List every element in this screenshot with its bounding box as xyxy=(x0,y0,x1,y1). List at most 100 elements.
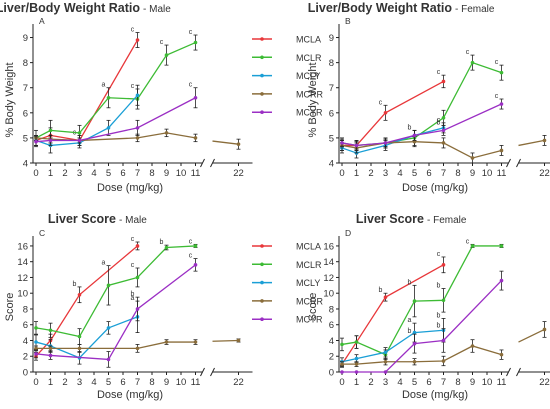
legend-marker xyxy=(260,280,264,285)
series-mcly: bc xyxy=(340,117,446,159)
y-tick-label: 16 xyxy=(17,241,28,252)
x-tick-label: 8 xyxy=(455,168,460,179)
data-point xyxy=(135,136,140,140)
x-tick-label: 7 xyxy=(441,377,446,388)
y-tick-label: 10 xyxy=(17,289,28,300)
data-point xyxy=(340,141,344,145)
axis-break-mark xyxy=(506,367,511,377)
data-point xyxy=(48,128,53,133)
series-line-extended xyxy=(212,339,239,342)
data-point xyxy=(135,346,140,351)
legend-label: MCYR xyxy=(296,315,323,325)
significance-label: b xyxy=(437,119,441,126)
series-line xyxy=(342,280,502,373)
series-mcrr xyxy=(34,128,241,150)
legend-marker xyxy=(260,110,264,114)
series-mcrr xyxy=(340,321,547,367)
series-line xyxy=(341,245,502,356)
panel-b: Liver/Body Weight Ratio - Female B % Bod… xyxy=(307,1,550,194)
series-line xyxy=(342,80,444,147)
data-point xyxy=(470,244,475,248)
series-line xyxy=(341,264,444,365)
y-tick-label: 6 xyxy=(23,108,28,119)
y-tick-label: 4 xyxy=(329,336,334,347)
data-point xyxy=(441,128,446,133)
data-point xyxy=(236,338,241,343)
data-point xyxy=(135,275,140,280)
legend-marker xyxy=(260,37,264,41)
series-line xyxy=(341,103,502,147)
legend-label: MCLR xyxy=(296,260,322,270)
x-tick-label: 9 xyxy=(164,168,169,179)
series-mclr: a ccc xyxy=(34,29,198,146)
x-tick-label: 11 xyxy=(497,168,507,179)
legend-marker xyxy=(260,244,264,248)
x-tick-label: 10 xyxy=(482,168,493,179)
series-line xyxy=(35,132,196,142)
x-tick-label: 6 xyxy=(426,377,431,388)
data-point xyxy=(106,357,111,362)
data-point xyxy=(340,362,344,366)
panel-a: Liver/Body Weight Ratio - Male A % Body … xyxy=(0,1,323,194)
x-tick-label: 0 xyxy=(33,377,38,388)
x-tick-label: 9 xyxy=(470,377,475,388)
series-mcla: cc xyxy=(34,27,140,146)
x-tick-label: 7 xyxy=(135,377,140,388)
panel-d-y-axis-label: Score xyxy=(307,293,319,322)
data-point xyxy=(34,139,38,144)
significance-label: a xyxy=(408,317,412,324)
panel-a-letter: A xyxy=(39,16,45,26)
data-point xyxy=(441,298,446,303)
series-mcla: cc xyxy=(340,69,446,151)
significance-label: a xyxy=(102,260,106,267)
data-point xyxy=(193,95,198,100)
legend: MCLA MCLR MCLY MCRR MCYR xyxy=(252,35,323,118)
data-point xyxy=(354,340,359,344)
data-point xyxy=(77,334,82,339)
panel-a-x-axis-label: Dose (mg/kg) xyxy=(97,182,163,194)
data-point xyxy=(106,126,111,130)
significance-label: c xyxy=(437,69,441,76)
series-mcrr xyxy=(34,338,241,353)
legend-marker xyxy=(260,299,264,303)
x-tick-label: 8 xyxy=(149,377,154,388)
y-tick-label: 0 xyxy=(23,368,28,379)
data-point xyxy=(236,142,241,146)
data-point xyxy=(383,359,388,364)
panel-d-subtitle: - Female xyxy=(427,215,467,226)
x-tick-label: 4 xyxy=(397,168,402,179)
data-point xyxy=(106,283,111,288)
data-point xyxy=(106,326,111,330)
legend-label: MCLA xyxy=(296,35,321,45)
data-point xyxy=(383,141,388,145)
legend-marker xyxy=(260,317,264,322)
data-point xyxy=(354,143,359,148)
significance-label: b xyxy=(408,279,412,286)
data-point xyxy=(106,95,111,100)
x-tick-label: 3 xyxy=(77,168,82,179)
data-point xyxy=(193,136,198,140)
x-tick-label: 9 xyxy=(164,377,169,388)
data-point xyxy=(499,352,504,357)
y-tick-label: 2 xyxy=(329,352,334,363)
legend-label: MCRR xyxy=(296,89,323,99)
legend-marker xyxy=(260,262,264,267)
significance-label: b xyxy=(131,291,135,298)
series-line xyxy=(342,345,502,365)
panel-c-title: Liver Score xyxy=(48,212,116,226)
x-tick-label: 11 xyxy=(191,377,201,388)
x-tick-label: 6 xyxy=(120,377,125,388)
data-point xyxy=(164,53,169,57)
y-tick-label: 12 xyxy=(17,273,28,284)
x-tick-label: 3 xyxy=(383,377,388,388)
data-point xyxy=(441,141,446,145)
data-point xyxy=(34,326,38,330)
significance-label: c xyxy=(131,83,135,90)
y-tick-label: 6 xyxy=(23,320,28,331)
x-tick-label: 3 xyxy=(77,377,82,388)
x-tick-label: 10 xyxy=(482,377,493,388)
panel-d-letter: D xyxy=(345,228,351,238)
significance-label: b xyxy=(160,239,164,246)
panel-b-letter: B xyxy=(345,16,351,26)
x-tick-label: 2 xyxy=(62,168,67,179)
